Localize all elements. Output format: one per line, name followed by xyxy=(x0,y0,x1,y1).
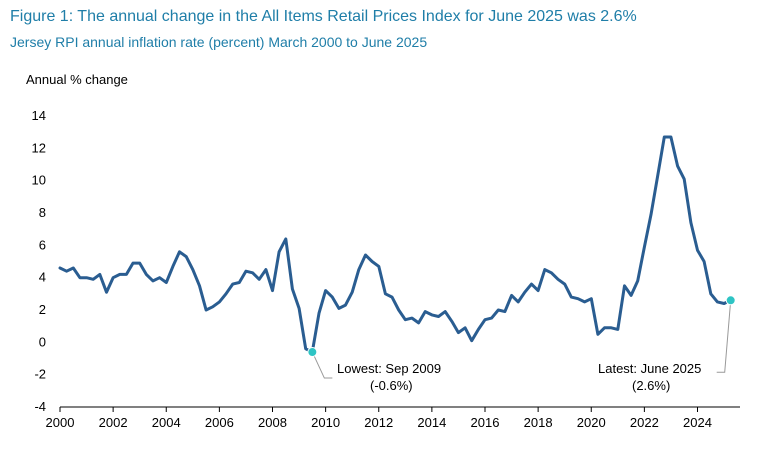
y-tick-labels: -4 -2 0 2 4 6 8 10 12 14 xyxy=(32,108,46,414)
y-tick-label: 4 xyxy=(39,270,46,285)
y-tick-label: 2 xyxy=(39,302,46,317)
y-tick-label: -4 xyxy=(34,399,46,414)
y-tick-label: 8 xyxy=(39,205,46,220)
chart-title: Figure 1: The annual change in the All I… xyxy=(10,8,637,25)
annotation-lowest-value: (-0.6%) xyxy=(370,378,413,393)
y-axis-label: Annual % change xyxy=(26,72,128,87)
x-tick-marks xyxy=(59,407,698,412)
x-tick-label: 2008 xyxy=(258,415,287,430)
x-tick-label: 2010 xyxy=(311,415,340,430)
x-tick-label: 2004 xyxy=(152,415,181,430)
x-tick-label: 2016 xyxy=(471,415,500,430)
marker-latest xyxy=(725,295,736,306)
annotation-leaders xyxy=(311,300,732,379)
x-tick-label: 2002 xyxy=(99,415,128,430)
x-tick-label: 2024 xyxy=(683,415,712,430)
y-tick-label: 10 xyxy=(32,173,46,188)
x-tick-label: 2000 xyxy=(46,415,75,430)
y-tick-label: -2 xyxy=(34,367,46,382)
y-tick-label: 0 xyxy=(39,334,46,349)
leader-lowest xyxy=(311,351,333,379)
annotation-lowest-label: Lowest: Sep 2009 xyxy=(337,361,441,376)
x-tick-label: 2012 xyxy=(364,415,393,430)
rpi-series-line xyxy=(58,135,733,354)
y-tick-label: 6 xyxy=(39,237,46,252)
marker-lowest xyxy=(307,347,318,358)
x-tick-label: 2006 xyxy=(205,415,234,430)
x-tick-label: 2014 xyxy=(417,415,446,430)
leader-latest xyxy=(716,300,732,373)
chart-subtitle: Jersey RPI annual inflation rate (percen… xyxy=(10,34,428,50)
x-tick-labels: 2000 2002 2004 2006 2008 2010 2012 2014 2016 2018… xyxy=(46,415,712,430)
annotation-latest-value: (2.6%) xyxy=(632,378,670,393)
x-tick-label: 2022 xyxy=(630,415,659,430)
x-tick-label: 2018 xyxy=(524,415,553,430)
y-tick-label: 14 xyxy=(32,108,46,123)
annotation-latest-label: Latest: June 2025 xyxy=(598,361,701,376)
x-tick-label: 2020 xyxy=(577,415,606,430)
y-tick-label: 12 xyxy=(32,140,46,155)
annotation-markers xyxy=(307,295,736,358)
